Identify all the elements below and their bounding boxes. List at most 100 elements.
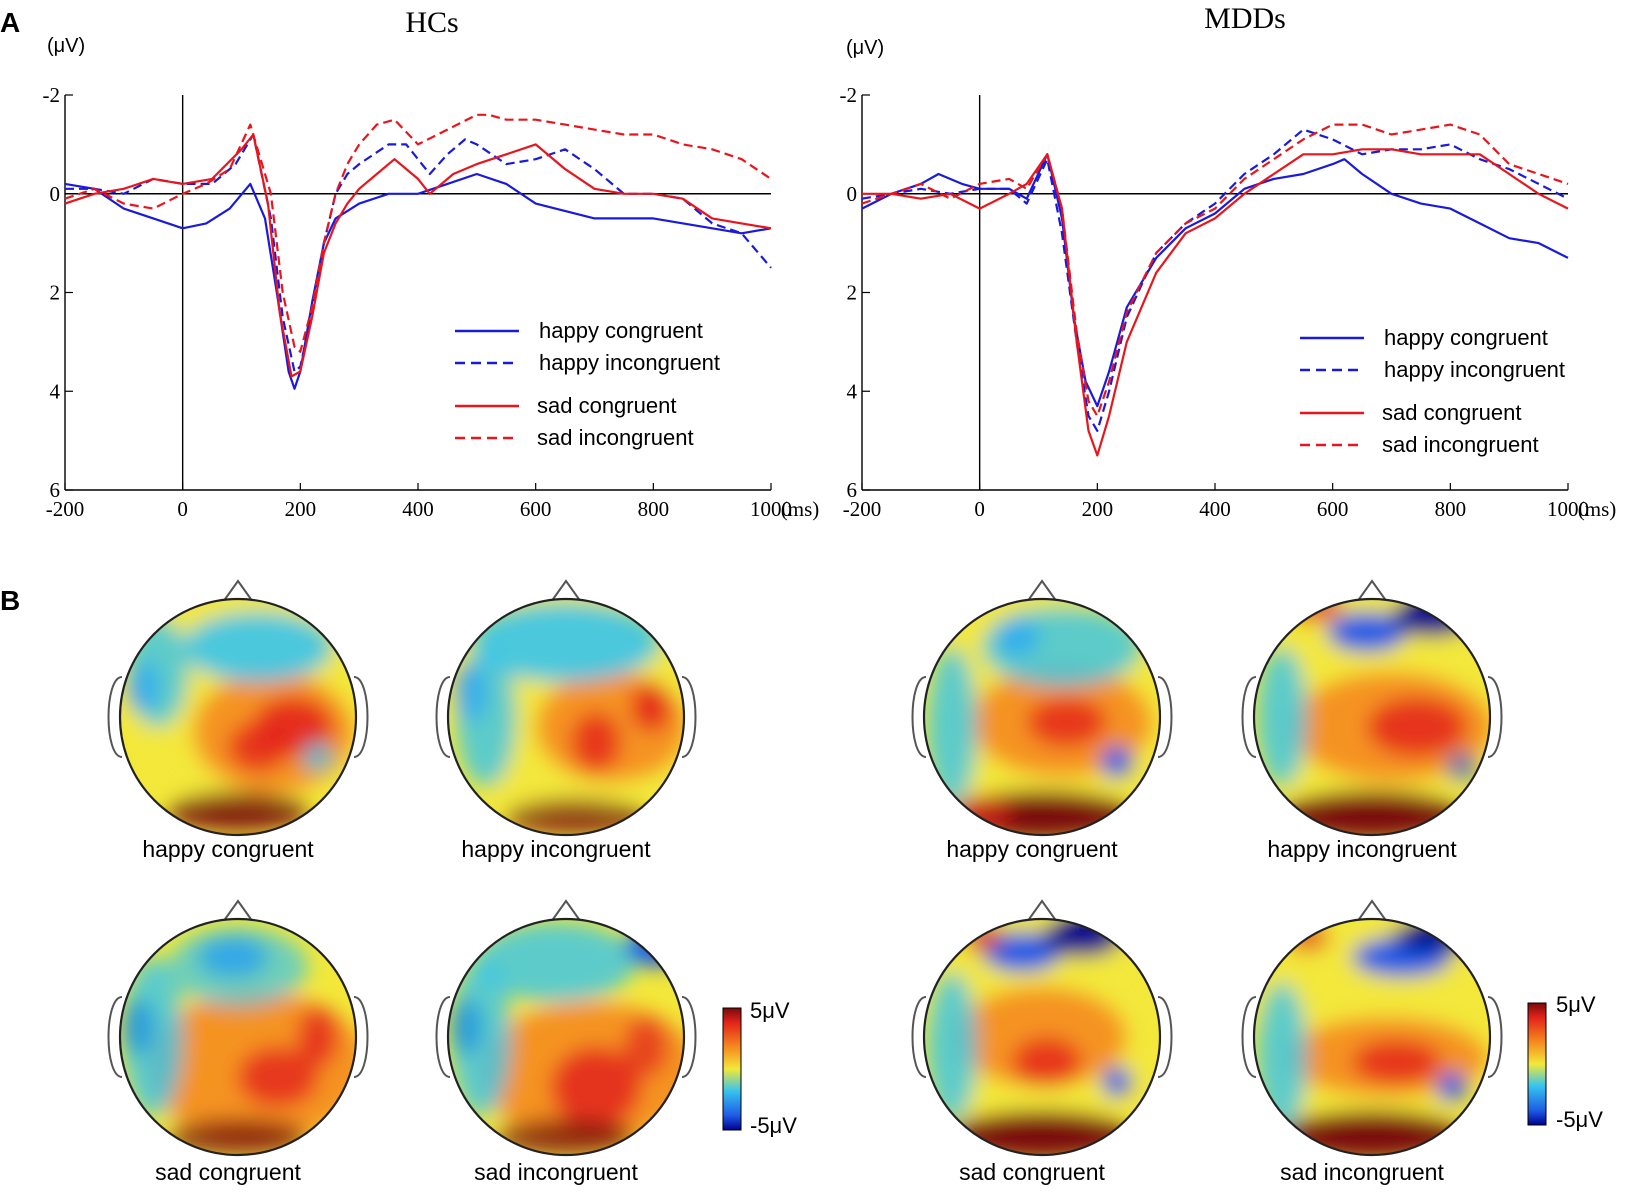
topomap-sad-incongruent: sad incongruent [1241, 899, 1503, 1185]
legend-label: happy incongruent [1384, 357, 1565, 382]
topomap-sad-congruent: sad congruent [107, 899, 369, 1185]
potential-region [298, 1007, 338, 1067]
y-tick-label: 0 [50, 182, 61, 206]
potential-region [1042, 919, 1122, 957]
left-ear [1241, 996, 1257, 1078]
nose [1026, 899, 1058, 923]
chart-title: HCs [405, 6, 458, 39]
head-outline [118, 597, 358, 837]
left-ear [911, 996, 927, 1078]
potential-region [1101, 746, 1133, 778]
scalp-blobs [123, 599, 353, 832]
head-outline [1252, 597, 1492, 837]
left-ear [107, 676, 123, 758]
legend-label: sad congruent [1382, 400, 1521, 425]
potential-region [1102, 1067, 1132, 1097]
colorbar-mdds: 5μV -5μV [1527, 992, 1603, 1132]
scalp-field [120, 599, 356, 835]
x-unit-label: (ms) [781, 497, 820, 521]
potential-region [571, 712, 621, 772]
left-ear [435, 996, 451, 1078]
head-outline [1252, 917, 1492, 1157]
potential-region [1012, 1037, 1082, 1087]
x-tick-label: -200 [843, 497, 882, 521]
scalp-field [448, 599, 684, 835]
colorbar-gradient [1527, 1002, 1547, 1126]
y-tick-label: 6 [50, 478, 61, 502]
x-tick-label: 200 [285, 497, 317, 521]
legend-label: sad incongruent [1382, 432, 1539, 457]
potential-region [631, 682, 671, 732]
series-line-happy-incongruent [861, 128, 1569, 432]
legend-label: sad incongruent [537, 425, 694, 450]
nose [1356, 899, 1388, 923]
y-unit-label: (μV) [846, 37, 884, 59]
nose [1026, 579, 1058, 603]
scalp-field [120, 919, 356, 1155]
nose [550, 899, 582, 923]
right-ear [1487, 676, 1503, 758]
right-ear [1157, 676, 1173, 758]
nose [1356, 579, 1388, 603]
x-tick-label: 600 [520, 497, 552, 521]
colorbar-max-label: 5μV [750, 998, 790, 1023]
legend-label: happy congruent [539, 318, 703, 343]
scalp-blobs [451, 599, 684, 835]
x-tick-label: 0 [974, 497, 985, 521]
y-tick-label: 6 [847, 478, 858, 502]
potential-region [1257, 982, 1307, 1132]
potential-region [1437, 1072, 1467, 1102]
x-tick-label: 800 [1435, 497, 1467, 521]
nose [222, 899, 254, 923]
topomap-sad-incongruent: sad incongruent [435, 899, 697, 1185]
legend-label: happy congruent [1384, 325, 1548, 350]
potential-region [238, 1047, 318, 1107]
scalp-field [1254, 599, 1490, 835]
head-outline [118, 917, 358, 1157]
x-tick-label: 400 [1199, 497, 1231, 521]
left-ear [1241, 676, 1257, 758]
panel-label-b: B [0, 585, 20, 616]
right-ear [353, 996, 369, 1078]
legend-label: happy incongruent [539, 350, 720, 375]
potential-region [451, 957, 511, 1117]
x-tick-label: 600 [1317, 497, 1349, 521]
x-tick-label: 200 [1082, 497, 1114, 521]
erp-chart-mdds: MDDs (μV) -2 0 2 4 6-200 0 200 400 600 800 1000(ms) h… [840, 2, 1617, 521]
legend-label: sad congruent [537, 393, 676, 418]
topomap-label: happy congruent [946, 836, 1118, 862]
x-unit-label: (ms) [1578, 497, 1617, 521]
topomap-grid: happy congruent happy incongruent sad cong… [107, 579, 1503, 1185]
potential-region [471, 602, 661, 682]
scalp-field [448, 919, 684, 1155]
colorbar-min-label: -5μV [750, 1113, 797, 1138]
potential-region [982, 932, 1062, 972]
series-line-sad-congruent [64, 133, 772, 378]
potential-region [303, 742, 333, 772]
right-ear [681, 996, 697, 1078]
colorbar-min-label: -5μV [1556, 1107, 1603, 1132]
left-ear [911, 676, 927, 758]
x-tick-label: 1000 [750, 497, 792, 521]
potential-region [168, 1119, 308, 1155]
potential-region [957, 987, 1127, 1087]
potential-region [123, 957, 183, 1117]
potential-region [962, 922, 1002, 952]
series-line-sad-incongruent [861, 123, 1569, 417]
chart-title: MDDs [1204, 2, 1286, 35]
topomap-sad-congruent: sad congruent [911, 899, 1173, 1185]
topomap-happy-incongruent: happy incongruent [1241, 579, 1503, 862]
scalp-blobs [1257, 599, 1490, 835]
x-tick-label: -200 [46, 497, 85, 521]
potential-region [952, 1111, 1132, 1155]
topomap-label: sad incongruent [1280, 1159, 1444, 1185]
y-tick-label: -2 [840, 83, 858, 107]
potential-region [496, 1119, 636, 1155]
scalp-blobs [927, 919, 1157, 1155]
y-tick-label: -2 [43, 83, 61, 107]
topomap-happy-congruent: happy congruent [911, 579, 1173, 862]
y-tick-label: 2 [847, 281, 858, 305]
potential-region [1282, 599, 1342, 622]
potential-region [1447, 752, 1477, 782]
